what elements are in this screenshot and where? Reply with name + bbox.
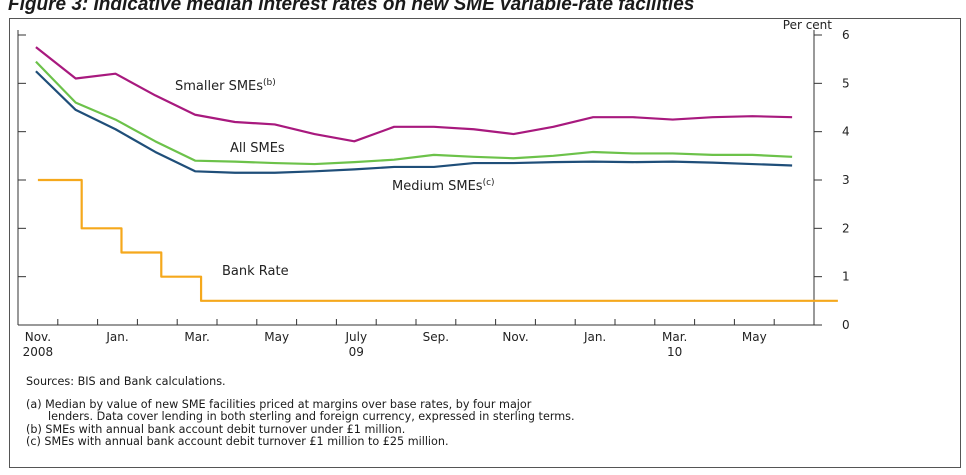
x-tick-label: Jan. xyxy=(583,330,606,344)
sources-note: Sources: BIS and Bank calculations. xyxy=(26,375,226,388)
series-line-bank-rate xyxy=(37,178,838,302)
series-line-medium-smes xyxy=(35,70,793,174)
x-tick-year-label: 2008 xyxy=(23,345,54,359)
series-layer xyxy=(35,46,838,302)
figure-title: Figure 3: Indicative median interest rat… xyxy=(8,0,695,15)
x-tick-label: July xyxy=(345,330,368,344)
footnote-a: (a) Median by value of new SME facilitie… xyxy=(26,397,532,411)
footnote-c: (c) SMEs with annual bank account debit … xyxy=(26,435,449,448)
y-tick-label: 1 xyxy=(842,270,850,284)
x-tick-label: May xyxy=(264,330,289,344)
x-tick-label: Mar. xyxy=(662,330,687,344)
series-line-smaller-smes xyxy=(35,46,793,143)
series-label-superscript: (c) xyxy=(483,178,495,188)
figure-frame xyxy=(9,18,961,468)
footnote-a-continued: lenders. Data cover lending in both ster… xyxy=(48,410,575,423)
x-tick-label: Mar. xyxy=(184,330,209,344)
y-tick-label: 4 xyxy=(842,125,850,139)
x-tick-label: May xyxy=(742,330,767,344)
x-tick-label: Sep. xyxy=(423,330,449,344)
series-label-bank-rate: Bank Rate xyxy=(222,264,289,279)
figure-notes: Sources: BIS and Bank calculations. (a) … xyxy=(26,375,961,449)
x-tick-label: Nov. xyxy=(25,330,51,344)
series-label-superscript: (b) xyxy=(263,78,276,88)
y-tick-label: 0 xyxy=(842,318,850,332)
x-tick-label: Jan. xyxy=(105,330,128,344)
footnote-b: (b) SMEs with annual bank account debit … xyxy=(26,422,406,436)
y-tick-label: 5 xyxy=(842,76,850,90)
series-annotations: Smaller SMEs(b) All SMEs Medium SMEs(c) Ban… xyxy=(175,78,495,279)
series-line-all-smes xyxy=(35,60,793,166)
series-label-medium-smes: Medium SMEs(c) xyxy=(392,178,495,194)
y-tick-label: 6 xyxy=(842,28,850,42)
y-tick-label: 3 xyxy=(842,173,850,187)
x-tick-year-label: 10 xyxy=(667,345,682,359)
x-tick-label: Nov. xyxy=(502,330,528,344)
y-axis-label: Per cent xyxy=(783,18,833,32)
x-tick-year-label: 09 xyxy=(349,345,364,359)
series-label-all-smes: All SMEs xyxy=(230,141,285,156)
y-tick-label: 2 xyxy=(842,221,850,235)
series-label-smaller-smes: Smaller SMEs(b) xyxy=(175,78,276,94)
